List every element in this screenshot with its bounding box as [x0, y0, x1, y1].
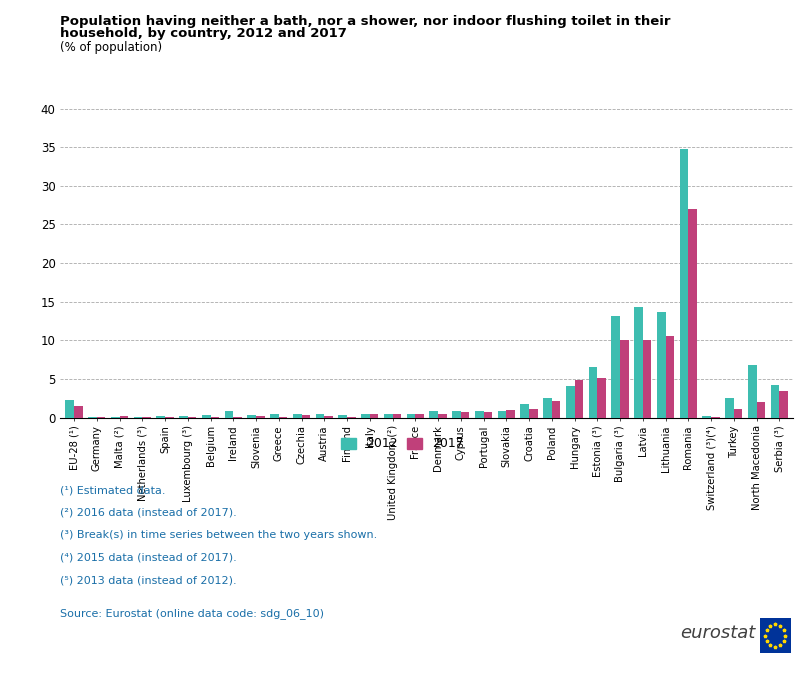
- Bar: [165, 417, 174, 418]
- Bar: [256, 416, 265, 418]
- Bar: [393, 414, 401, 418]
- Bar: [88, 417, 97, 418]
- Bar: [666, 335, 674, 418]
- Bar: [233, 417, 242, 418]
- Bar: [111, 417, 119, 418]
- Bar: [156, 416, 165, 418]
- Bar: [703, 416, 711, 418]
- Text: Source: Eurostat (online data code: sdg_06_10): Source: Eurostat (online data code: sdg_…: [60, 608, 324, 619]
- Bar: [529, 409, 538, 418]
- Bar: [460, 412, 469, 418]
- Bar: [180, 416, 188, 418]
- Bar: [65, 400, 74, 418]
- Bar: [119, 416, 128, 418]
- Bar: [679, 149, 688, 418]
- Bar: [361, 414, 369, 418]
- Text: Population having neither a bath, nor a shower, nor indoor flushing toilet in th: Population having neither a bath, nor a …: [60, 15, 671, 28]
- Bar: [551, 401, 560, 418]
- Bar: [611, 316, 620, 418]
- Bar: [134, 417, 142, 418]
- Bar: [316, 414, 324, 418]
- Bar: [734, 409, 742, 418]
- Bar: [588, 367, 597, 418]
- Bar: [543, 397, 551, 418]
- Bar: [97, 417, 105, 418]
- Bar: [688, 209, 697, 418]
- Bar: [369, 414, 378, 418]
- Bar: [725, 399, 734, 418]
- Bar: [475, 411, 484, 418]
- Bar: [188, 417, 196, 418]
- Bar: [279, 417, 287, 418]
- Bar: [779, 391, 788, 418]
- Bar: [497, 411, 506, 418]
- Bar: [566, 386, 575, 418]
- Bar: [407, 414, 415, 418]
- Bar: [211, 417, 219, 418]
- Bar: [293, 414, 302, 418]
- Text: (¹) Estimated data.: (¹) Estimated data.: [60, 485, 166, 496]
- Bar: [429, 411, 438, 418]
- Bar: [452, 411, 460, 418]
- Bar: [748, 365, 757, 418]
- Text: (⁵) 2013 data (instead of 2012).: (⁵) 2013 data (instead of 2012).: [60, 575, 237, 585]
- Bar: [597, 378, 606, 418]
- Bar: [634, 307, 642, 418]
- Bar: [202, 416, 211, 418]
- Bar: [415, 414, 424, 418]
- Bar: [384, 414, 393, 418]
- Bar: [302, 416, 310, 418]
- Bar: [225, 411, 233, 418]
- Bar: [338, 416, 347, 418]
- Bar: [657, 312, 666, 418]
- Bar: [247, 416, 256, 418]
- Legend: 2012, 2017: 2012, 2017: [341, 437, 464, 450]
- Bar: [757, 402, 766, 418]
- Text: (% of population): (% of population): [60, 41, 163, 54]
- Bar: [270, 414, 279, 418]
- Bar: [506, 410, 515, 418]
- Bar: [642, 340, 651, 418]
- Text: (²) 2016 data (instead of 2017).: (²) 2016 data (instead of 2017).: [60, 508, 237, 518]
- Text: household, by country, 2012 and 2017: household, by country, 2012 and 2017: [60, 27, 347, 40]
- Bar: [484, 412, 492, 418]
- Bar: [711, 417, 720, 418]
- Bar: [142, 417, 151, 418]
- Bar: [520, 404, 529, 418]
- Bar: [74, 406, 83, 418]
- Bar: [620, 340, 629, 418]
- Bar: [347, 417, 356, 418]
- Text: (³) Break(s) in time series between the two years shown.: (³) Break(s) in time series between the …: [60, 530, 378, 540]
- Bar: [438, 414, 447, 418]
- Text: eurostat: eurostat: [680, 623, 755, 642]
- Bar: [575, 380, 583, 418]
- Text: (⁴) 2015 data (instead of 2017).: (⁴) 2015 data (instead of 2017).: [60, 553, 237, 563]
- Bar: [770, 385, 779, 418]
- Bar: [324, 416, 333, 418]
